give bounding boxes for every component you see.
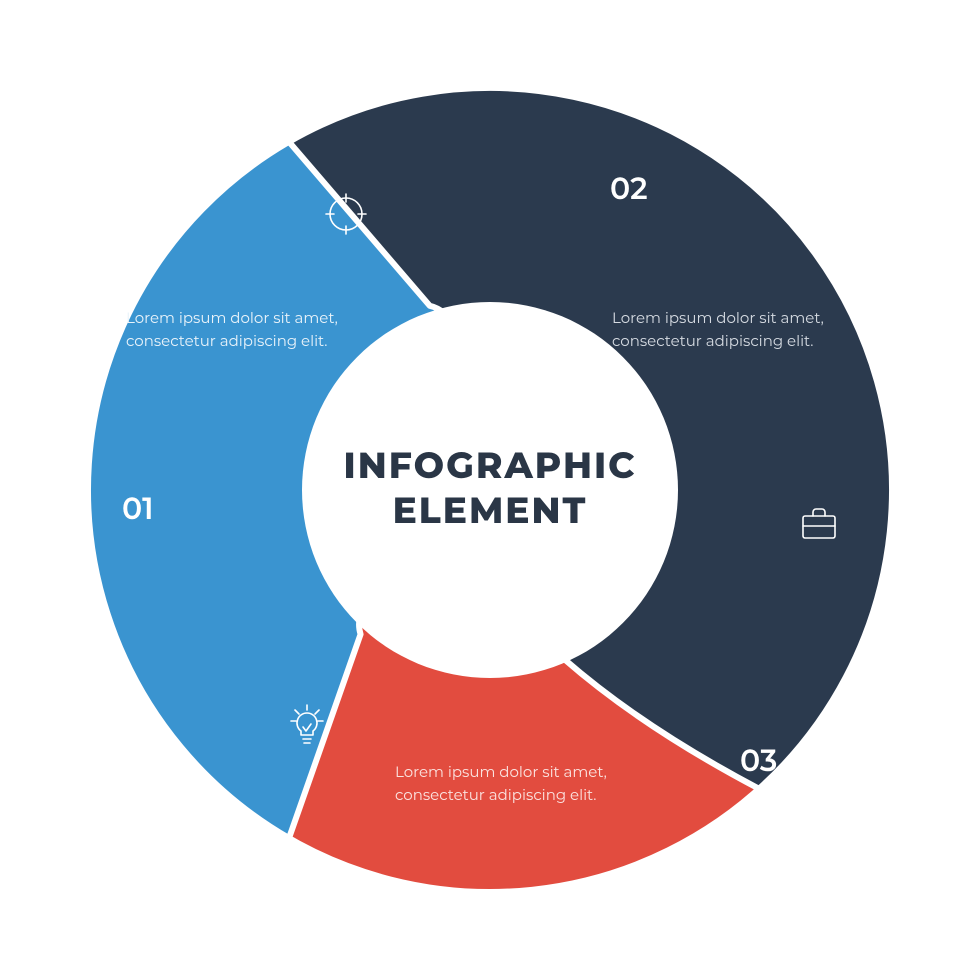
segment-01-number: 01 (122, 490, 154, 527)
center-title: INFOGRAPHIC ELEMENT (310, 444, 670, 534)
segment-01-text: Lorem ipsum dolor sit amet, consectetur … (126, 306, 356, 353)
segment-02-number: 02 (610, 170, 648, 207)
briefcase-icon (795, 500, 843, 553)
center-title-line2: ELEMENT (393, 489, 588, 533)
segment-03-text: Lorem ipsum dolor sit amet, consectetur … (395, 760, 645, 807)
infographic-stage: INFOGRAPHIC ELEMENT 01 Lorem ipsum dolor… (0, 0, 980, 980)
center-title-line1: INFOGRAPHIC (344, 444, 637, 488)
lightbulb-icon (283, 703, 331, 756)
segment-03-number: 03 (740, 742, 777, 779)
target-icon (322, 190, 370, 243)
segment-02-text: Lorem ipsum dolor sit amet, consectetur … (612, 306, 842, 353)
